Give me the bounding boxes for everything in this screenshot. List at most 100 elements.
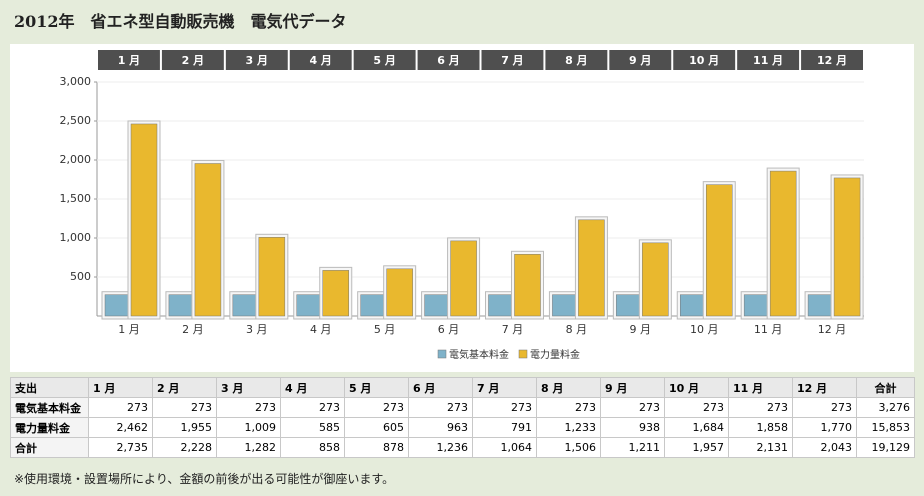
table-cell: 878 bbox=[344, 437, 409, 458]
bar bbox=[488, 294, 513, 317]
month-strip-cell bbox=[545, 50, 608, 70]
x-tick-label: 10 月 bbox=[690, 323, 719, 336]
bar bbox=[386, 268, 413, 317]
table-cell: 858 bbox=[280, 437, 345, 458]
y-tick-label: 2,000 bbox=[60, 153, 92, 166]
legend-swatch bbox=[518, 349, 528, 359]
month-strip-label: 2 月 bbox=[182, 54, 204, 67]
month-strip-label: 8 月 bbox=[565, 54, 587, 67]
bar bbox=[130, 123, 158, 317]
table-cell: 2,131 bbox=[728, 437, 793, 458]
table-cell: 605 bbox=[344, 417, 409, 438]
table-cell: 938 bbox=[600, 417, 665, 438]
bar bbox=[833, 177, 861, 317]
table-row: 電力量料金 2,462 1,955 1,009 585 605 963 791 1,233 938… bbox=[10, 417, 915, 438]
bar bbox=[769, 170, 797, 317]
legend-label: 電気基本料金 bbox=[449, 348, 509, 361]
chart: 1 月 2 月 3 月 4 月 5 月 6 月 7 月 8 月 9 月 10 月 11 月 12 月 5… bbox=[10, 44, 914, 372]
bar bbox=[360, 294, 385, 317]
table-header-cell: 10 月 bbox=[664, 377, 729, 398]
table-header-cell: 3 月 bbox=[216, 377, 281, 398]
table-row: 合計 2,735 2,228 1,282 858 878 1,236 1,064 1,506 1,… bbox=[10, 437, 915, 458]
table-row-label: 電力量料金 bbox=[10, 417, 89, 438]
table-cell: 19,129 bbox=[856, 437, 915, 458]
table-cell: 273 bbox=[152, 397, 217, 418]
bar bbox=[552, 294, 577, 317]
month-strip-cell bbox=[609, 50, 672, 70]
month-strip-cell bbox=[481, 50, 544, 70]
y-tick-label: 1,500 bbox=[60, 192, 92, 205]
legend-label: 電力量料金 bbox=[530, 348, 580, 361]
month-strip-label: 5 月 bbox=[373, 54, 395, 67]
month-strip-label: 11 月 bbox=[753, 54, 783, 67]
bar bbox=[616, 294, 641, 317]
table-header-cell: 合計 bbox=[856, 377, 915, 398]
month-strip-label: 4 月 bbox=[309, 54, 331, 67]
table-cell: 1,236 bbox=[408, 437, 473, 458]
bar bbox=[680, 294, 705, 317]
table-header-cell: 12 月 bbox=[792, 377, 857, 398]
month-strip-label: 6 月 bbox=[437, 54, 459, 67]
bar bbox=[296, 294, 321, 317]
x-tick-label: 3 月 bbox=[246, 323, 268, 336]
table-cell: 1,955 bbox=[152, 417, 217, 438]
bar bbox=[258, 237, 286, 317]
month-strip-label: 10 月 bbox=[689, 54, 719, 67]
x-tick-label: 9 月 bbox=[630, 323, 652, 336]
table-cell: 2,228 bbox=[152, 437, 217, 458]
y-tick-label: 500 bbox=[70, 270, 91, 283]
table-cell: 1,506 bbox=[536, 437, 601, 458]
table-header-cell: 11 月 bbox=[728, 377, 793, 398]
table-cell: 2,735 bbox=[88, 437, 153, 458]
y-tick-label: 1,000 bbox=[60, 231, 92, 244]
month-strip-cell bbox=[353, 50, 416, 70]
table-header-cell: 2 月 bbox=[152, 377, 217, 398]
month-strip-label: 9 月 bbox=[629, 54, 651, 67]
month-strip-cell bbox=[289, 50, 352, 70]
table-row: 電気基本料金 273 273 273 273 273 273 273 273 273 273 273 2… bbox=[10, 397, 915, 418]
month-strip-cell bbox=[737, 50, 800, 70]
bar bbox=[168, 294, 194, 317]
footnote: ※使用環境・設置場所により、金額の前後が出る可能性が御座います。 bbox=[14, 472, 395, 486]
table-cell: 791 bbox=[472, 417, 537, 438]
table-cell: 273 bbox=[88, 397, 153, 418]
y-tick-label: 3,000 bbox=[60, 75, 92, 88]
table-cell: 585 bbox=[280, 417, 345, 438]
bar bbox=[807, 294, 833, 317]
x-tick-label: 12 月 bbox=[818, 323, 847, 336]
table-cell: 1,064 bbox=[472, 437, 537, 458]
month-strip-label: 3 月 bbox=[246, 54, 268, 67]
table-cell: 273 bbox=[216, 397, 281, 418]
month-strip-cell bbox=[161, 50, 224, 70]
month-strip-label: 12 月 bbox=[817, 54, 847, 67]
table-cell: 273 bbox=[792, 397, 857, 418]
month-strip-cell bbox=[417, 50, 480, 70]
table-header-cell: 9 月 bbox=[600, 377, 665, 398]
table-header-cell: 8 月 bbox=[536, 377, 601, 398]
x-tick-label: 11 月 bbox=[754, 323, 783, 336]
table-header-cell: 6 月 bbox=[408, 377, 473, 398]
y-tick-label: 2,500 bbox=[60, 114, 92, 127]
bar bbox=[232, 294, 258, 317]
table-header-cell: 5 月 bbox=[344, 377, 409, 398]
x-tick-label: 8 月 bbox=[566, 323, 588, 336]
table-cell: 3,276 bbox=[856, 397, 915, 418]
x-tick-label: 4 月 bbox=[310, 323, 332, 336]
table-cell: 273 bbox=[472, 397, 537, 418]
month-strip-cell bbox=[225, 50, 288, 70]
bar bbox=[104, 294, 130, 317]
table-cell: 15,853 bbox=[856, 417, 915, 438]
table-cell: 273 bbox=[664, 397, 729, 418]
table-cell: 1,009 bbox=[216, 417, 281, 438]
table-row-label: 電気基本料金 bbox=[10, 397, 89, 418]
table-cell: 273 bbox=[536, 397, 601, 418]
table-cell: 2,462 bbox=[88, 417, 153, 438]
bar bbox=[743, 294, 769, 317]
bar bbox=[706, 184, 733, 317]
legend-swatch bbox=[437, 349, 447, 359]
table-cell: 1,211 bbox=[600, 437, 665, 458]
table-cell: 1,233 bbox=[536, 417, 601, 438]
table-cell: 2,043 bbox=[792, 437, 857, 458]
